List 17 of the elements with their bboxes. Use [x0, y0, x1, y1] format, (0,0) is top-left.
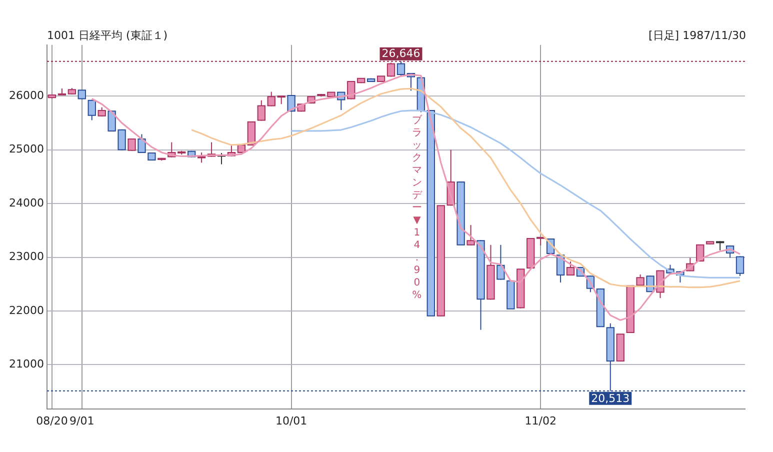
x-tick-label: 10/01 [275, 414, 308, 428]
y-tick-label: 23000 [9, 250, 44, 264]
candlestick [716, 240, 724, 251]
x-tick-label: 11/02 [524, 414, 556, 428]
ref-line-label: 20,513 [591, 392, 630, 405]
x-tick-label: 08/20 [36, 414, 68, 428]
chart-subtitle: [日足] 1987/11/30 [648, 28, 746, 43]
candlestick [217, 152, 226, 165]
y-tick-label: 24000 [9, 196, 44, 210]
y-tick-label: 26000 [9, 88, 44, 102]
x-tick-label: 9/01 [70, 414, 94, 428]
ref-line-label: 26,646 [382, 47, 420, 60]
text: ブラックマンデー▼14.90% [412, 115, 422, 302]
y-tick-label: 22000 [9, 304, 44, 317]
y-tick-label: 21000 [9, 358, 44, 371]
chart-title: 1001 日経平均 (東証１) [47, 28, 168, 43]
y-tick-label: 25000 [9, 142, 44, 156]
